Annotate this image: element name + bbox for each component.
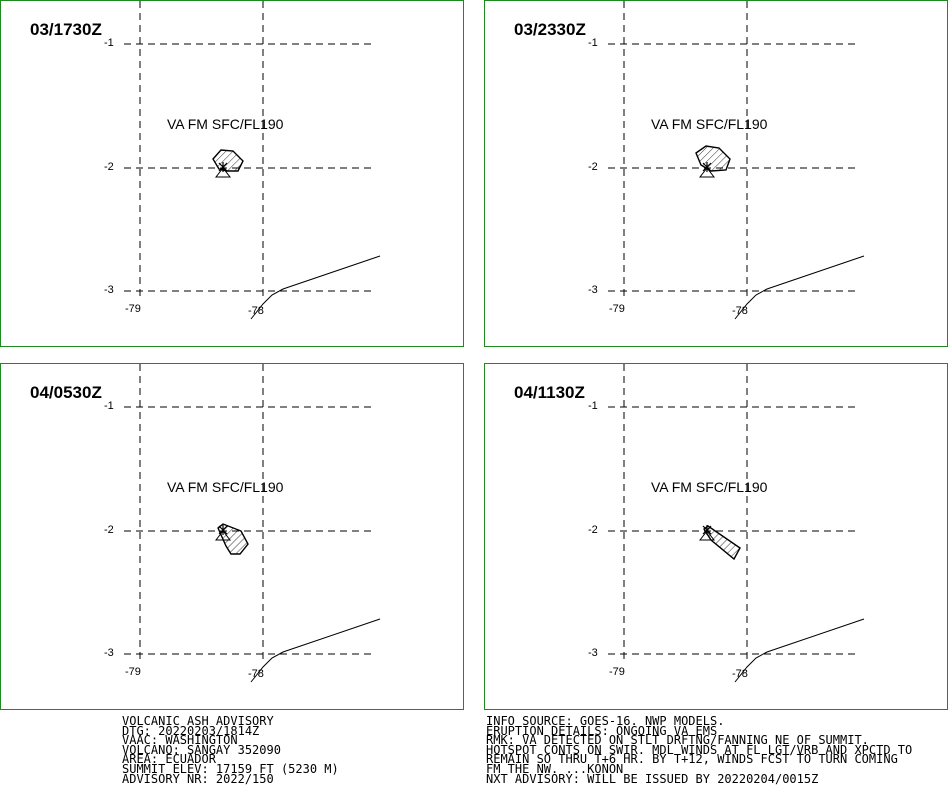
lon-label: -79	[609, 666, 625, 678]
ash-level-label: VA FM SFC/FL190	[651, 116, 768, 132]
map-canvas	[124, 1, 381, 320]
lat-label: -3	[104, 647, 114, 659]
summit-marker-icon	[218, 162, 228, 172]
volcano-icon	[214, 530, 232, 541]
ash-cloud-area	[695, 145, 731, 172]
ash-level-label: VA FM SFC/FL190	[651, 479, 768, 495]
advisory-line: HOTSPOT CONTS ON SWIR. MDL WINDS AT FL L…	[486, 742, 913, 757]
advisory-line: DTG: 20220203/1814Z	[122, 723, 260, 738]
coastline	[250, 255, 381, 320]
volcano-icon	[698, 530, 716, 541]
lat-label: -3	[104, 284, 114, 296]
volcano-icon	[698, 167, 716, 178]
lon-label: -78	[248, 305, 264, 317]
coastline	[734, 618, 865, 683]
summit-marker-icon	[702, 162, 712, 172]
lat-label: -1	[104, 37, 114, 49]
advisory-line: NXT ADVISORY: WILL BE ISSUED BY 20220204…	[486, 771, 819, 786]
advisory-line: FM THE NW. ...KONON	[486, 761, 624, 776]
volcano-icon	[214, 167, 232, 178]
lon-label: -78	[732, 668, 748, 680]
ash-level-label: VA FM SFC/FL190	[167, 116, 284, 132]
map-panel-2: 03/2330Z VA FM SFC/FL190 -1 -2 -3 -79 -78	[484, 0, 948, 347]
map-panel-1: 03/1730Z VA FM SFC/FL190 -1 -2 -3 -79 -78	[0, 0, 464, 347]
advisory-line: SUMMIT ELEV: 17159 FT (5230 M)	[122, 761, 339, 776]
map-canvas	[124, 364, 381, 683]
footer-left: VOLCANIC ASH ADVISORY DTG: 20220203/1814Z…	[122, 714, 339, 786]
lat-label: -1	[104, 400, 114, 412]
valid-time: 04/1130Z	[514, 383, 585, 402]
lon-label: -78	[248, 668, 264, 680]
advisory-line: VAAC: WASHINGTON	[122, 733, 238, 748]
ash-level-label: VA FM SFC/FL190	[167, 479, 284, 495]
lat-label: -2	[104, 161, 114, 173]
map-canvas	[608, 364, 865, 683]
lat-label: -1	[588, 400, 598, 412]
advisory-line: RMK: VA DETECTED ON STLT DRFTNG/FANNING …	[486, 733, 869, 748]
advisory-line: VOLCANO: SANGAY 352090	[122, 742, 281, 757]
advisory-line: AREA: ECUADOR	[122, 752, 216, 767]
lat-label: -1	[588, 37, 598, 49]
advisory-line: ADVISORY NR: 2022/150	[122, 771, 274, 786]
lat-label: -2	[588, 524, 598, 536]
advisory-line: REMAIN SO THRU T+6 HR. BY T+12, WINDS FC…	[486, 752, 898, 767]
coastline	[250, 618, 381, 683]
footer-right: INFO SOURCE: GOES-16. NWP MODELS. ERUPTIO…	[486, 714, 913, 786]
advisory-line: ERUPTION DETAILS: ONGOING VA EMS	[486, 723, 718, 738]
advisory-line: INFO SOURCE: GOES-16. NWP MODELS.	[486, 714, 725, 728]
advisory-line: VOLCANIC ASH ADVISORY	[122, 714, 274, 728]
lat-label: -2	[588, 161, 598, 173]
coastline	[734, 255, 865, 320]
valid-time: 04/0530Z	[30, 383, 102, 402]
lat-label: -3	[588, 647, 598, 659]
summit-marker-icon	[218, 525, 228, 535]
valid-time: 03/1730Z	[30, 20, 102, 39]
lon-label: -79	[125, 666, 141, 678]
valid-time: 03/2330Z	[514, 20, 586, 39]
lon-label: -79	[609, 303, 625, 315]
summit-marker-icon	[702, 525, 712, 535]
lat-label: -2	[104, 524, 114, 536]
map-panel-3: 04/0530Z VA FM SFC/FL190 -1 -2 -3 -79 -78	[0, 363, 464, 710]
lon-label: -79	[125, 303, 141, 315]
lat-label: -3	[588, 284, 598, 296]
ash-cloud-area	[217, 523, 249, 555]
map-panel-4: 04/1130Z VA FM SFC/FL190 -1 -2 -3 -79 -78	[484, 363, 948, 710]
lon-label: -78	[732, 305, 748, 317]
ash-cloud-area	[212, 149, 244, 172]
map-canvas	[608, 1, 865, 320]
